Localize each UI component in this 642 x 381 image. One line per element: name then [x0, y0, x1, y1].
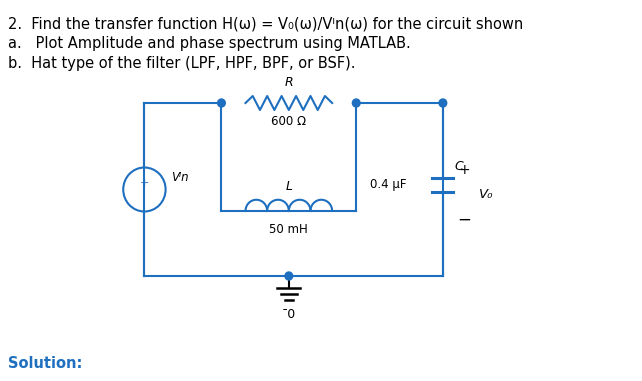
Text: b.  Hat type of the filter (LPF, HPF, BPF, or BSF).: b. Hat type of the filter (LPF, HPF, BPF…: [8, 56, 355, 71]
Text: +: +: [458, 163, 470, 176]
Text: −: −: [457, 210, 471, 229]
Text: C: C: [455, 160, 463, 173]
Text: 50 mH: 50 mH: [270, 223, 308, 236]
Text: Vᴵn: Vᴵn: [171, 171, 189, 184]
Text: a.   Plot Amplitude and phase spectrum using MATLAB.: a. Plot Amplitude and phase spectrum usi…: [8, 36, 410, 51]
Text: 600 Ω: 600 Ω: [272, 115, 306, 128]
Circle shape: [439, 99, 447, 107]
Text: 0.4 μF: 0.4 μF: [370, 178, 406, 191]
Text: V₀: V₀: [480, 188, 494, 201]
Circle shape: [218, 99, 225, 107]
Text: 2.  Find the transfer function H(ω) = V₀(ω)/Vᴵn(ω) for the circuit shown: 2. Find the transfer function H(ω) = V₀(…: [8, 16, 523, 31]
Circle shape: [352, 99, 360, 107]
Text: +: +: [140, 178, 149, 187]
Text: R: R: [284, 76, 293, 89]
Text: Solution:: Solution:: [8, 356, 82, 371]
Circle shape: [285, 272, 293, 280]
Text: ¯0: ¯0: [282, 308, 296, 321]
Text: L: L: [285, 180, 292, 193]
